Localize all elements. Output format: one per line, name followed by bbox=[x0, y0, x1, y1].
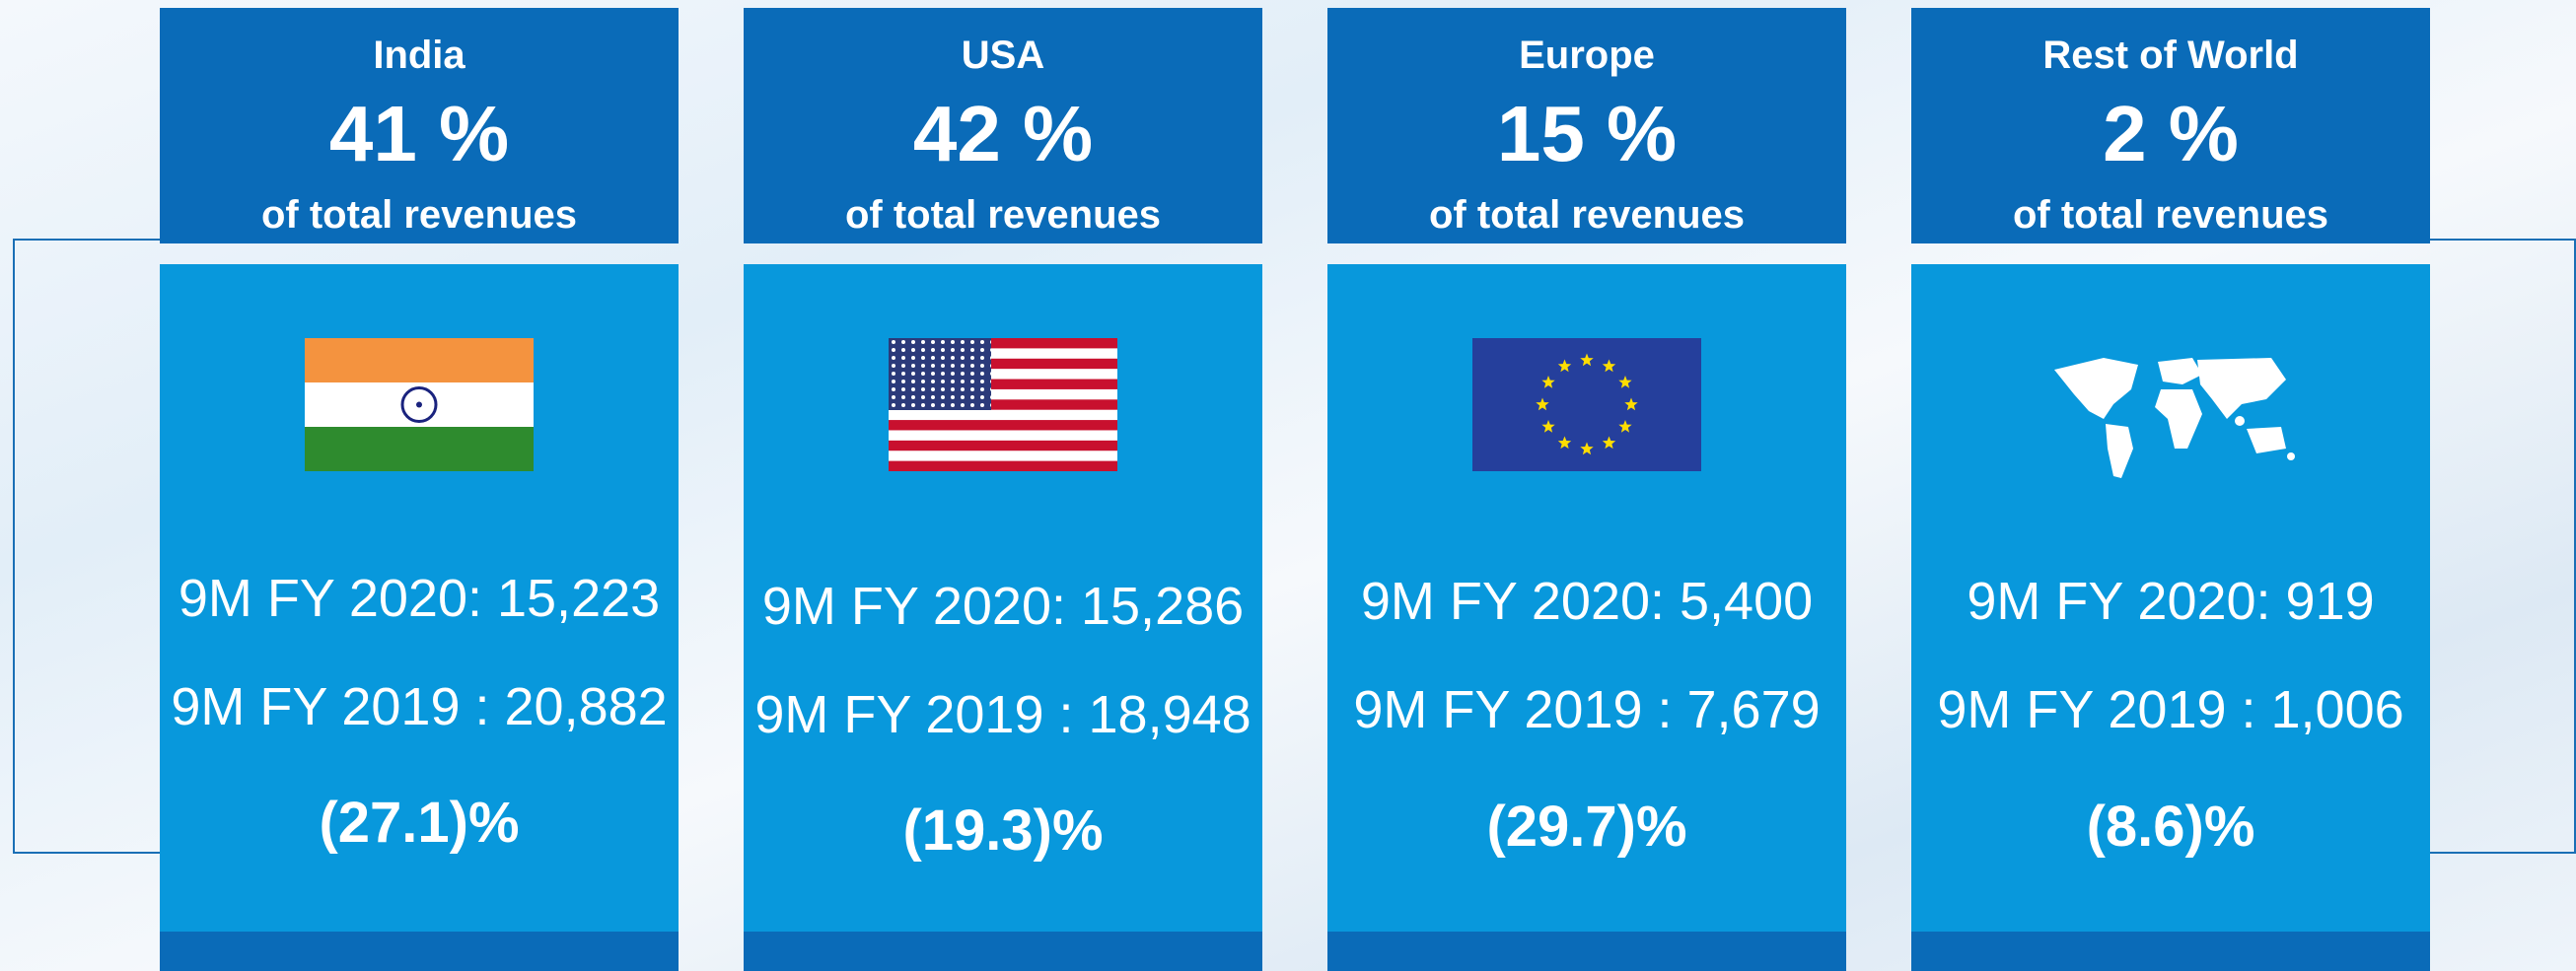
flag-star bbox=[1602, 359, 1616, 373]
revenue-2019: 9M FY 2019 : 7,679 bbox=[1353, 680, 1821, 739]
bracket-right bbox=[2428, 239, 2576, 854]
revenue-change: (27.1)% bbox=[319, 791, 520, 855]
card-header bbox=[1911, 8, 2430, 243]
share-note: of total revenues bbox=[2012, 193, 2329, 237]
flag-star bbox=[1618, 420, 1632, 433]
region-card: Rest of World 2 % of total revenues 9M F… bbox=[1911, 0, 2430, 971]
card-footer bbox=[744, 932, 1262, 971]
card-footer bbox=[160, 932, 679, 971]
region-name: Europe bbox=[1519, 34, 1655, 77]
revenue-change: (29.7)% bbox=[1486, 795, 1687, 859]
flag-stripe bbox=[889, 440, 1117, 451]
region-card: India 41 % of total revenues 9M FY 2020:… bbox=[160, 0, 679, 971]
region-card: Europe 15 % of total revenues 9M FY 2020… bbox=[1327, 0, 1846, 971]
revenue-change: (8.6)% bbox=[2086, 795, 2255, 859]
card-header bbox=[744, 8, 1262, 243]
share-note: of total revenues bbox=[844, 193, 1162, 237]
revenue-share: 15 % bbox=[1496, 90, 1678, 177]
card-footer bbox=[1327, 932, 1846, 971]
share-note: of total revenues bbox=[1428, 193, 1746, 237]
flag-stripe bbox=[991, 379, 1117, 389]
flag-star bbox=[1557, 359, 1572, 373]
flag-star bbox=[1580, 353, 1594, 367]
revenue-2019: 9M FY 2019 : 18,948 bbox=[754, 685, 1252, 744]
revenue-2020: 9M FY 2020: 919 bbox=[1967, 572, 2375, 631]
revenue-2019: 9M FY 2019 : 1,006 bbox=[1937, 680, 2404, 739]
flag-stripe bbox=[889, 460, 1117, 471]
flag-star bbox=[1624, 397, 1638, 411]
flag-star bbox=[1541, 420, 1555, 433]
flag-stripe bbox=[889, 420, 1117, 431]
flag-star bbox=[1618, 376, 1632, 388]
flag-star bbox=[1541, 376, 1555, 388]
share-note: of total revenues bbox=[260, 193, 578, 237]
revenue-2020: 9M FY 2020: 15,223 bbox=[178, 569, 661, 628]
card-footer bbox=[1911, 932, 2430, 971]
revenue-share: 2 % bbox=[2103, 90, 2239, 177]
bracket-left bbox=[13, 239, 161, 854]
region-name: Rest of World bbox=[2042, 34, 2299, 77]
revenue-share: 42 % bbox=[912, 90, 1094, 177]
flag-stripe bbox=[991, 338, 1117, 349]
india-flag bbox=[305, 338, 534, 471]
region-name: USA bbox=[961, 34, 1045, 77]
flag-star bbox=[1580, 442, 1594, 455]
world-map bbox=[2054, 358, 2295, 478]
revenue-2020: 9M FY 2020: 5,400 bbox=[1360, 572, 1814, 631]
flag-star bbox=[1536, 397, 1549, 411]
flag-stripe bbox=[991, 358, 1117, 370]
revenue-share: 41 % bbox=[328, 90, 510, 177]
flag-star bbox=[1602, 436, 1616, 450]
card-header bbox=[160, 8, 679, 243]
revenue-2020: 9M FY 2020: 15,286 bbox=[761, 577, 1245, 636]
usa-flag bbox=[889, 338, 1117, 471]
eu-flag bbox=[1472, 338, 1701, 471]
flag-stripe bbox=[991, 399, 1117, 410]
region-card: USA 42 % of total revenues 9M FY 2020: 1… bbox=[744, 0, 1262, 971]
region-name: India bbox=[373, 34, 465, 77]
revenue-change: (19.3)% bbox=[902, 798, 1104, 863]
flag-star bbox=[1557, 436, 1572, 450]
revenue-2019: 9M FY 2019 : 20,882 bbox=[171, 677, 668, 736]
card-header bbox=[1327, 8, 1846, 243]
